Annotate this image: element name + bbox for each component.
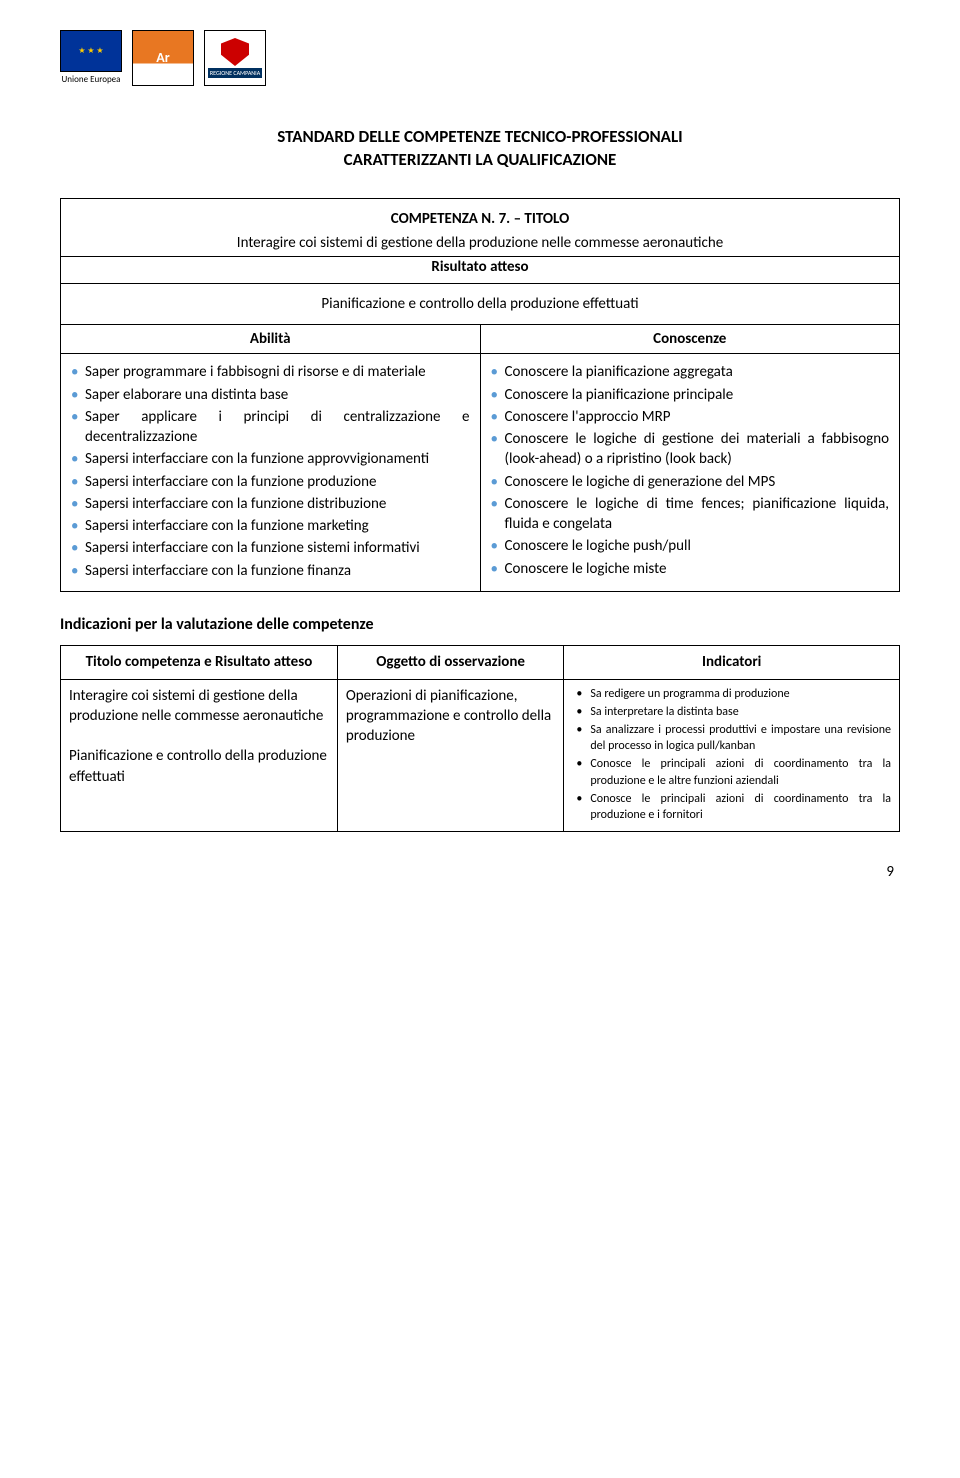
list-item: Sapersi interfacciare con la funzione si…: [71, 538, 470, 558]
list-item: Sapersi interfacciare con la funzione fi…: [71, 561, 470, 581]
shield-icon: [221, 38, 249, 66]
evaluation-table: Titolo competenza e Risultato atteso Ogg…: [60, 645, 900, 832]
abilita-cell: Saper programmare i fabbisogni di risors…: [61, 354, 481, 591]
list-item: Conoscere le logiche di time fences; pia…: [491, 494, 890, 535]
result-text: Pianificazione e controllo della produzi…: [61, 284, 899, 325]
cell-titolo: Interagire coi sistemi di gestione della…: [61, 679, 338, 832]
eu-label: Unione Europea: [62, 74, 121, 86]
competenza-box: COMPETENZA N. 7. – TITOLO Interagire coi…: [60, 198, 900, 592]
list-item: Saper elaborare una distinta base: [71, 385, 470, 405]
logo-row: ★ ★ ★ Unione Europea ArselAr REGIONE CAM…: [60, 30, 900, 86]
list-item: Conoscere la pianificazione aggregata: [491, 362, 890, 382]
page-number: 9: [60, 862, 900, 882]
document-title: STANDARD DELLE COMPETENZE TECNICO-PROFES…: [60, 126, 900, 172]
abilita-conoscenze-content: Saper programmare i fabbisogni di risors…: [61, 354, 899, 591]
doc-title-line1: STANDARD DELLE COMPETENZE TECNICO-PROFES…: [277, 126, 682, 147]
indicatori-list: Sa redigere un programma di produzione S…: [572, 686, 891, 824]
list-item: Sapersi interfacciare con la funzione ap…: [71, 449, 470, 469]
list-item: Conosce le principali azioni di coordina…: [572, 756, 891, 788]
competenza-subtitle: Interagire coi sistemi di gestione della…: [61, 233, 899, 256]
abilita-list: Saper programmare i fabbisogni di risors…: [71, 362, 470, 581]
list-item: Saper programmare i fabbisogni di risors…: [71, 362, 470, 382]
list-item: Conoscere la pianificazione principale: [491, 385, 890, 405]
col-header-oggetto: Oggetto di osservazione: [337, 646, 564, 679]
logo-eu: ★ ★ ★ Unione Europea: [60, 30, 122, 86]
list-item: Sapersi interfacciare con la funzione di…: [71, 494, 470, 514]
doc-title-line2: CARATTERIZZANTI LA QUALIFICAZIONE: [344, 149, 617, 170]
result-label: Risultato atteso: [61, 257, 899, 284]
abilita-conoscenze-header: Abilità Conoscenze: [61, 325, 899, 354]
col1-p2: Pianificazione e controllo della produzi…: [69, 747, 327, 785]
conoscenze-list: Conoscere la pianificazione aggregata Co…: [491, 362, 890, 579]
logo-regione: REGIONE CAMPANIA: [204, 30, 266, 86]
logo-arsel: ArselAr: [132, 30, 194, 86]
list-item: Sapersi interfacciare con la funzione pr…: [71, 472, 470, 492]
list-item: Conoscere le logiche di gestione dei mat…: [491, 429, 890, 470]
table-row: Interagire coi sistemi di gestione della…: [61, 679, 900, 832]
list-item: Sapersi interfacciare con la funzione ma…: [71, 516, 470, 536]
list-item: Conoscere le logiche miste: [491, 559, 890, 579]
col-header-indicatori: Indicatori: [564, 646, 900, 679]
list-item: Conoscere l'approccio MRP: [491, 407, 890, 427]
list-item: Sa analizzare i processi produttivi e im…: [572, 722, 891, 754]
list-item: Sa redigere un programma di produzione: [572, 686, 891, 702]
list-item: Conoscere le logiche di generazione del …: [491, 472, 890, 492]
table-header-row: Titolo competenza e Risultato atteso Ogg…: [61, 646, 900, 679]
list-item: Conoscere le logiche push/pull: [491, 536, 890, 556]
cell-indicatori: Sa redigere un programma di produzione S…: [564, 679, 900, 832]
abilita-header: Abilità: [61, 325, 481, 353]
list-item: Conosce le principali azioni di coordina…: [572, 791, 891, 823]
eu-flag-icon: ★ ★ ★: [60, 30, 122, 72]
col-header-titolo: Titolo competenza e Risultato atteso: [61, 646, 338, 679]
competenza-header: COMPETENZA N. 7. – TITOLO: [61, 199, 899, 233]
col1-p1: Interagire coi sistemi di gestione della…: [69, 687, 323, 725]
section-title: Indicazioni per la valutazione delle com…: [60, 614, 900, 636]
regione-label: REGIONE CAMPANIA: [208, 68, 262, 78]
list-item: Sa interpretare la distinta base: [572, 704, 891, 720]
conoscenze-cell: Conoscere la pianificazione aggregata Co…: [481, 354, 900, 591]
list-item: Saper applicare i principi di centralizz…: [71, 407, 470, 448]
conoscenze-header: Conoscenze: [481, 325, 900, 353]
cell-oggetto: Operazioni di pianificazione, programmaz…: [337, 679, 564, 832]
